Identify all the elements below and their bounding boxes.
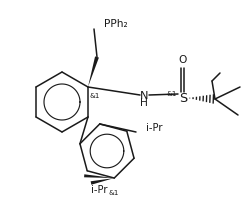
Polygon shape	[90, 178, 114, 185]
Polygon shape	[84, 175, 114, 178]
Text: PPh₂: PPh₂	[104, 19, 127, 29]
Text: &1: &1	[108, 189, 119, 195]
Text: &1: &1	[90, 93, 100, 99]
Text: N: N	[139, 90, 148, 101]
Text: H: H	[140, 98, 147, 107]
Polygon shape	[88, 57, 99, 87]
Text: O: O	[178, 55, 186, 65]
Text: &1: &1	[166, 90, 177, 97]
Text: i-Pr: i-Pr	[146, 122, 162, 132]
Text: S: S	[178, 92, 186, 105]
Text: i-Pr: i-Pr	[91, 184, 107, 194]
